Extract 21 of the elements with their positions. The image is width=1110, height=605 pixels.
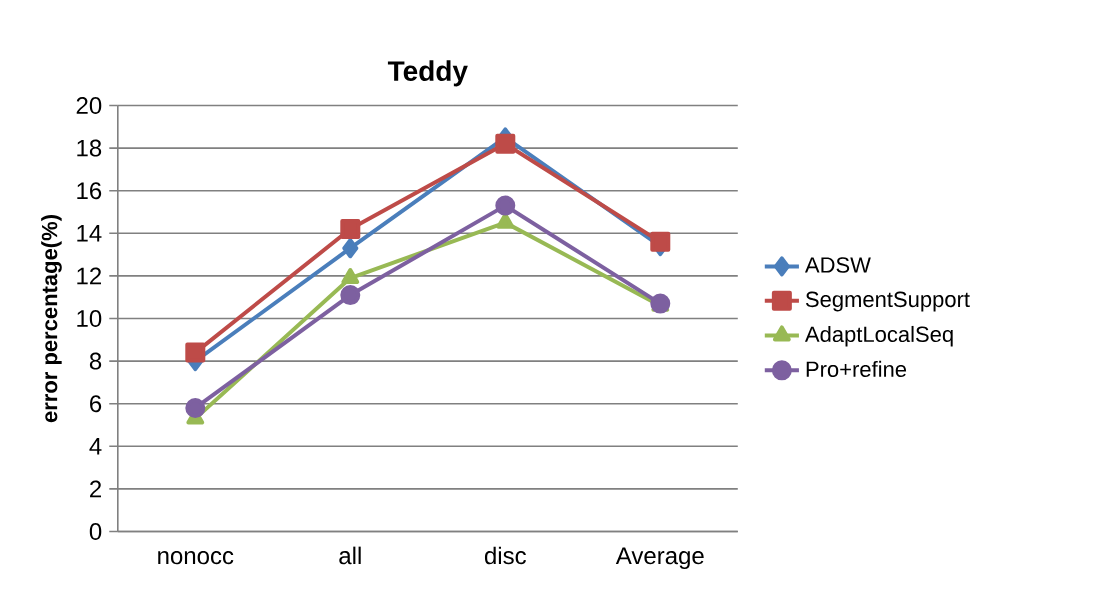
y-tick-label: 14 bbox=[77, 225, 102, 242]
y-tick-label: 10 bbox=[77, 310, 102, 327]
legend-label: AdaptLocalSeq bbox=[804, 325, 953, 347]
y-tick-label: 2 bbox=[90, 480, 101, 498]
y-tick-label: 4 bbox=[89, 438, 102, 455]
legend-label: Pro+refine bbox=[806, 360, 907, 378]
y-tick-label: 0 bbox=[89, 523, 102, 540]
y-tick-label: 12 bbox=[77, 267, 101, 285]
legend-label: SegmentSupport bbox=[805, 291, 970, 312]
y-tick-label: 20 bbox=[76, 97, 102, 114]
x-tick-label: disc bbox=[484, 546, 526, 565]
y-tick-label: 6 bbox=[90, 395, 102, 413]
chart-title: Teddy bbox=[387, 60, 468, 87]
x-tick-label: nonocc bbox=[158, 551, 234, 565]
legend-label: ADSW bbox=[804, 257, 871, 273]
x-tick-label: Average bbox=[615, 547, 704, 569]
x-tick-label: all bbox=[339, 546, 361, 565]
y-tick-label: 8 bbox=[89, 352, 102, 370]
y-axis-title: error percentage(%) bbox=[41, 215, 62, 423]
y-tick-label: 18 bbox=[77, 139, 102, 157]
y-tick-label: 16 bbox=[77, 182, 102, 200]
